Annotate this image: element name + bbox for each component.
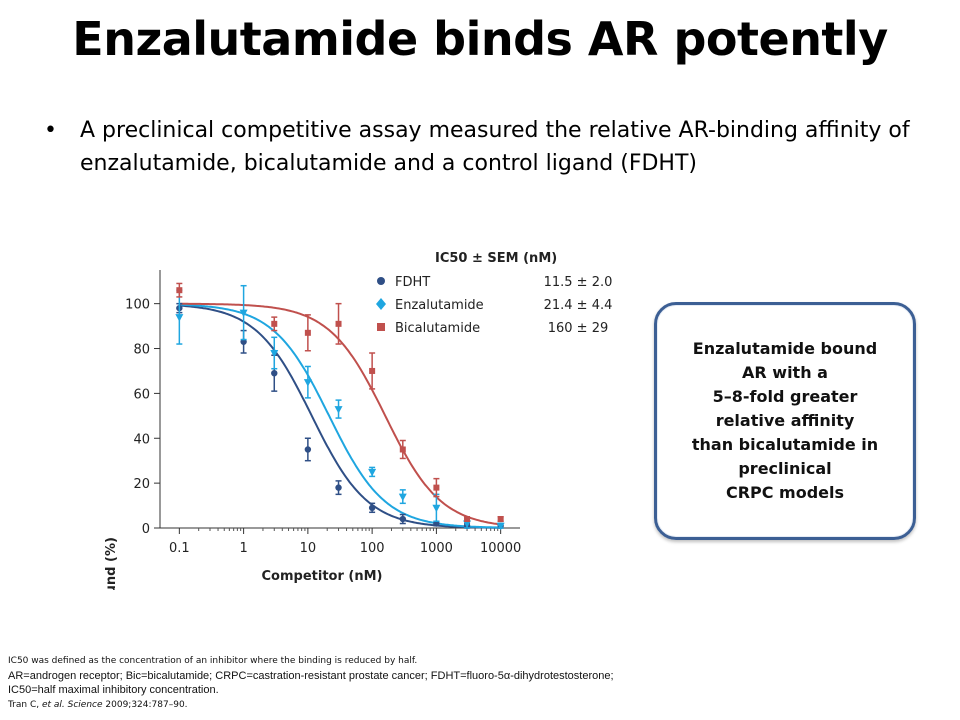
legend-value-enzalutamide: 21.4 ± 4.4 <box>544 298 613 313</box>
data-point-enzalutamide <box>239 309 248 318</box>
data-point-enzalutamide <box>463 520 472 529</box>
data-point-enzalutamide <box>175 314 184 322</box>
callout-text: Enzalutamide bound AR with a 5–8-fold gr… <box>691 339 879 502</box>
data-point-bicalutamide <box>304 329 311 336</box>
footnotes: IC50 was defined as the concentration of… <box>8 654 953 712</box>
x-tick-label: 1000 <box>420 541 453 556</box>
legend-label-enzalutamide: Enzalutamide <box>395 298 484 313</box>
y-tick-label: 80 <box>133 343 150 358</box>
data-point-fdht <box>399 515 406 523</box>
data-point-bicalutamide <box>369 367 376 374</box>
data-point-bicalutamide <box>176 287 183 294</box>
chart-curves <box>179 302 501 529</box>
y-tick-label: 20 <box>133 477 150 492</box>
y-tick-label: 100 <box>125 298 150 313</box>
footnote-ic50-definition: IC50 was defined as the concentration of… <box>8 656 418 666</box>
data-point-bicalutamide <box>399 446 406 453</box>
footnote-reference: Tran C, et al. Science 2009;324:787–90. <box>8 698 953 713</box>
x-tick-label: 0.1 <box>169 541 190 556</box>
data-point-fdht <box>335 484 342 491</box>
data-point-enzalutamide <box>334 406 343 414</box>
fit-curve-enzalutamide <box>179 303 501 529</box>
chart-legend: IC50 ± SEM (nM) FDHT 11.5 ± 2.0 Enzalutamid… <box>376 251 612 336</box>
x-tick-label: 10 <box>300 541 317 556</box>
data-point-bicalutamide <box>335 320 342 327</box>
data-point-bicalutamide <box>433 484 440 491</box>
y-axis-label: 18F-FDHT bound (%) <box>104 537 119 590</box>
bullet-text: A preclinical competitive assay measured… <box>80 118 910 176</box>
reference-journal: et al. Science <box>41 699 103 710</box>
chart-marks <box>175 282 505 531</box>
reference-authors: Tran C, <box>8 699 42 710</box>
legend-title: IC50 ± SEM (nM) <box>435 251 557 266</box>
footnote-abbreviations: AR=androgen receptor; Bic=bicalutamide; … <box>8 669 614 682</box>
data-point-enzalutamide <box>398 493 407 502</box>
y-tick-label: 0 <box>142 522 150 537</box>
data-point-bicalutamide <box>271 320 278 327</box>
x-axis-label: Competitor (nM) <box>262 569 383 584</box>
fit-curve-fdht <box>179 304 501 529</box>
data-point-enzalutamide <box>368 468 377 477</box>
data-point-fdht <box>271 370 278 377</box>
data-point-fdht <box>304 446 312 453</box>
data-point-enzalutamide <box>303 379 312 387</box>
legend-label-bicalutamide: Bicalutamide <box>395 321 480 336</box>
footnote-ic50-abbrev: IC50=half maximal inhibitory concentrati… <box>8 684 219 696</box>
legend-marker-enzalutamide <box>376 298 386 310</box>
data-point-enzalutamide <box>270 350 279 358</box>
legend-value-fdht: 11.5 ± 2.0 <box>544 275 613 290</box>
y-tick-label: 40 <box>133 432 150 447</box>
legend-marker-fdht <box>377 277 385 285</box>
data-point-enzalutamide <box>432 504 441 513</box>
x-tick-label: 1 <box>239 541 247 556</box>
slide-title: Enzalutamide binds AR potently <box>72 12 888 66</box>
legend-marker-bicalutamide <box>377 323 385 331</box>
data-point-enzalutamide <box>496 522 505 531</box>
reference-details: 2009;324:787–90. <box>102 699 188 710</box>
chart-axes: 0.1 1 10 100 1000 10000 0 20 40 60 80 100 <box>125 270 521 556</box>
legend-value-bicalutamide: 160 ± 29 <box>548 321 609 336</box>
key-finding-callout: Enzalutamide bound AR with a 5–8-fold gr… <box>654 302 916 540</box>
data-point-fdht <box>368 504 376 512</box>
legend-label-fdht: FDHT <box>395 275 430 290</box>
binding-curve-chart: 0.1 1 10 100 1000 10000 0 20 40 60 80 100 IC50 ± SE… <box>104 251 612 590</box>
x-tick-label: 100 <box>360 541 385 556</box>
y-axis-label-main: F-FDHT bound (%) <box>104 537 119 590</box>
bullet-symbol: • <box>44 118 57 143</box>
data-point-bicalutamide <box>464 516 471 523</box>
x-tick-label: 10000 <box>480 541 521 556</box>
data-point-bicalutamide <box>497 516 504 523</box>
fit-curve-bicalutamide <box>179 302 501 526</box>
y-tick-label: 60 <box>133 387 150 402</box>
